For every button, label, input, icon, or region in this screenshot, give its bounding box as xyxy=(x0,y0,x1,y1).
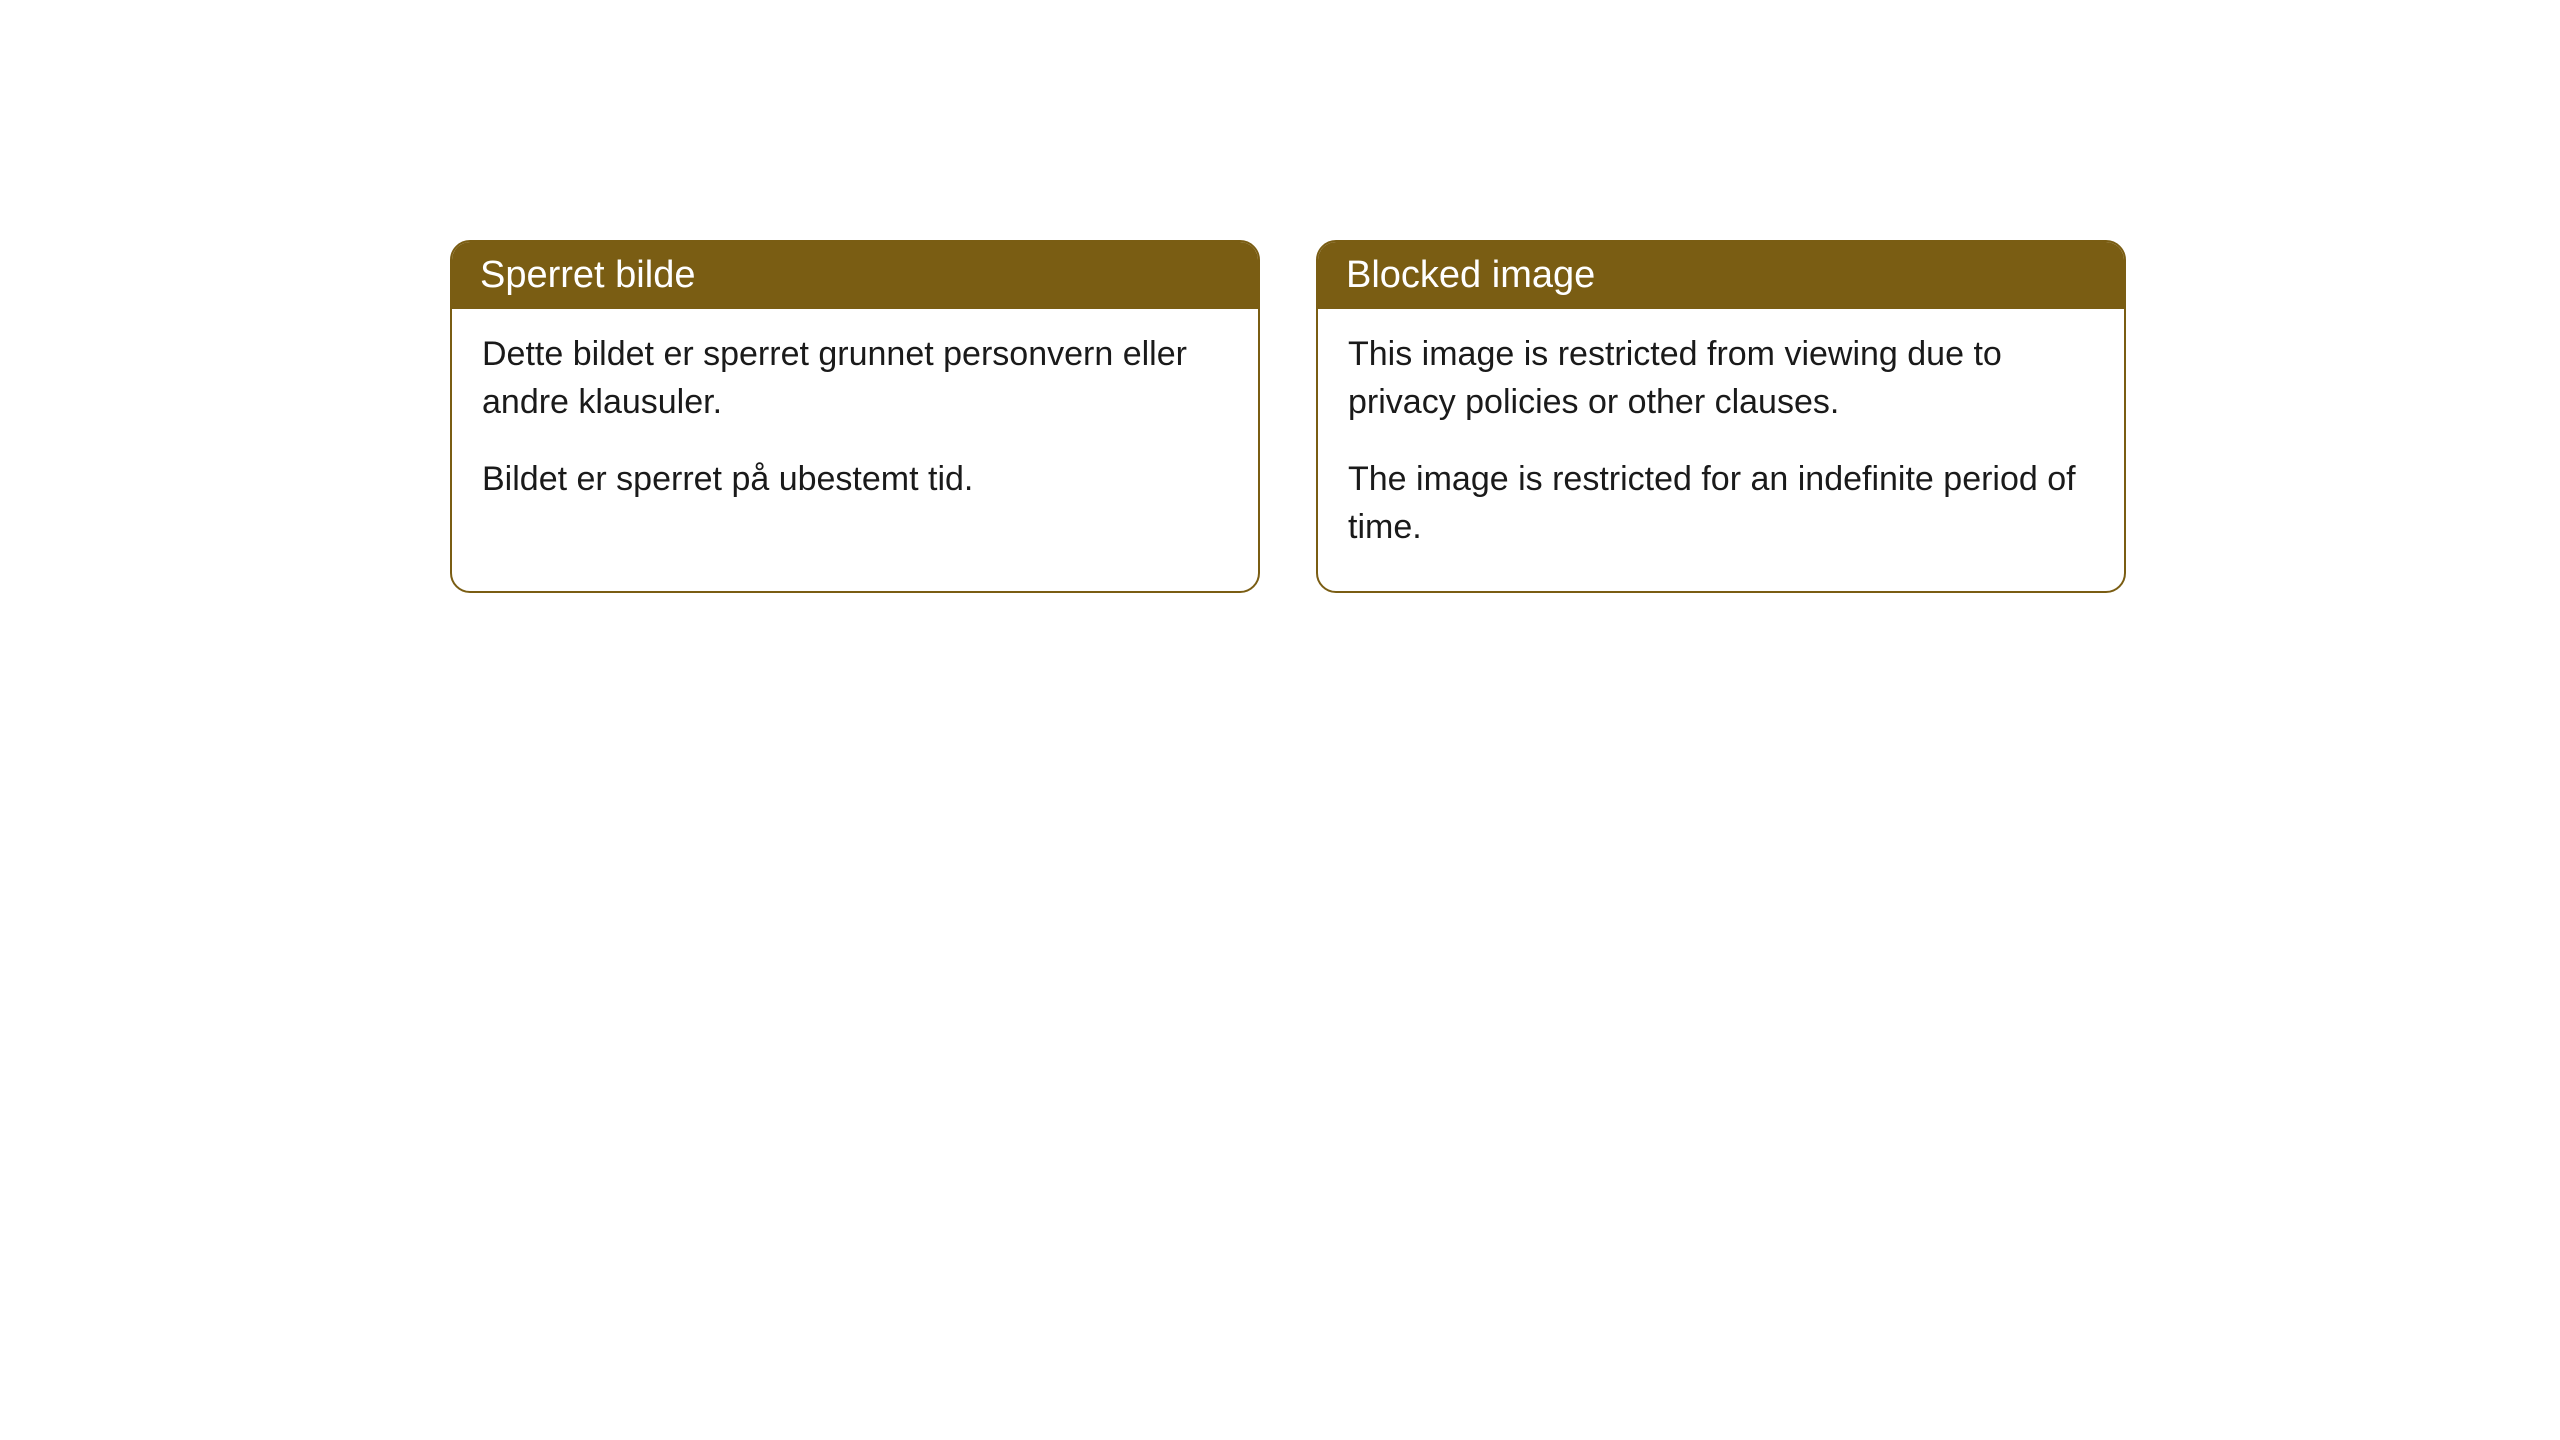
card-paragraph: Bildet er sperret på ubestemt tid. xyxy=(482,456,1228,504)
card-paragraph: This image is restricted from viewing du… xyxy=(1348,331,2094,426)
card-title: Blocked image xyxy=(1346,254,1595,296)
card-header: Sperret bilde xyxy=(452,242,1258,309)
card-body: Dette bildet er sperret grunnet personve… xyxy=(452,309,1258,544)
card-title: Sperret bilde xyxy=(480,254,695,296)
card-paragraph: The image is restricted for an indefinit… xyxy=(1348,456,2094,551)
card-norwegian: Sperret bilde Dette bildet er sperret gr… xyxy=(450,240,1260,593)
card-header: Blocked image xyxy=(1318,242,2124,309)
card-body: This image is restricted from viewing du… xyxy=(1318,309,2124,591)
cards-container: Sperret bilde Dette bildet er sperret gr… xyxy=(450,240,2126,593)
card-english: Blocked image This image is restricted f… xyxy=(1316,240,2126,593)
card-paragraph: Dette bildet er sperret grunnet personve… xyxy=(482,331,1228,426)
